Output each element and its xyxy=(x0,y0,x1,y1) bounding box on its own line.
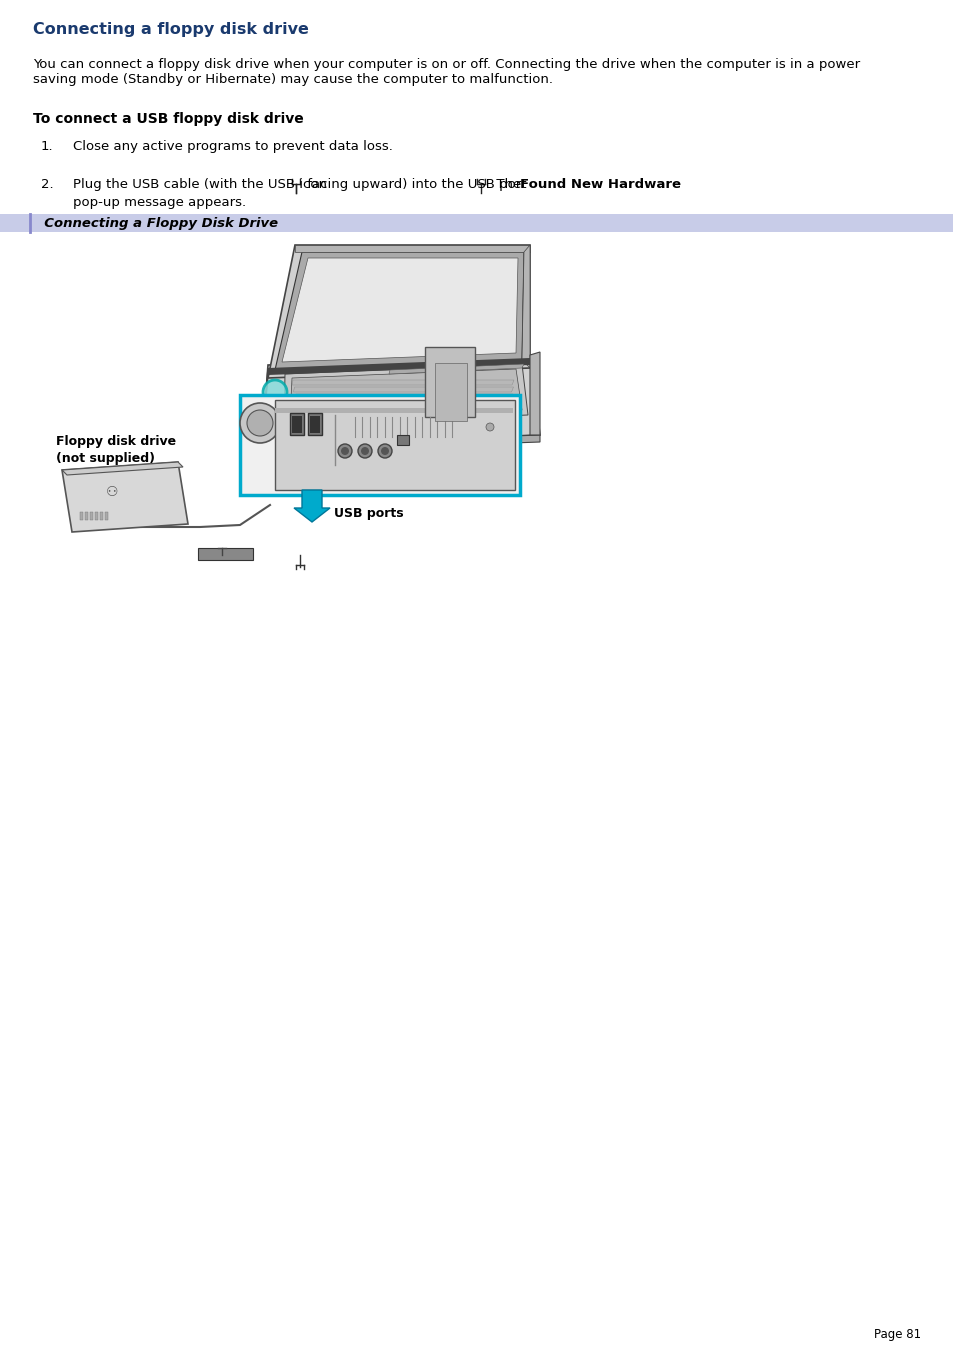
Bar xyxy=(90,512,92,520)
Polygon shape xyxy=(62,462,183,476)
Bar xyxy=(85,512,88,520)
Text: Page 81: Page 81 xyxy=(873,1328,920,1342)
Bar xyxy=(274,408,513,413)
Bar xyxy=(274,400,515,490)
Polygon shape xyxy=(240,403,319,430)
Bar xyxy=(310,416,319,434)
Text: You can connect a floppy disk drive when your computer is on or off. Connecting : You can connect a floppy disk drive when… xyxy=(33,58,860,72)
Polygon shape xyxy=(282,258,517,362)
Text: 1.: 1. xyxy=(41,141,53,153)
Text: pop-up message appears.: pop-up message appears. xyxy=(73,196,246,209)
Text: Floppy disk drive
(not supplied): Floppy disk drive (not supplied) xyxy=(56,435,176,465)
Text: USB ports: USB ports xyxy=(334,508,403,520)
Polygon shape xyxy=(296,401,512,407)
Text: saving mode (Standby or Hibernate) may cause the computer to malfunction.: saving mode (Standby or Hibernate) may c… xyxy=(33,73,553,86)
Polygon shape xyxy=(268,245,530,378)
Bar xyxy=(95,512,98,520)
Bar xyxy=(292,416,302,434)
Text: 2.: 2. xyxy=(41,178,53,190)
Bar xyxy=(0,213,953,232)
Bar xyxy=(105,512,108,520)
Polygon shape xyxy=(389,363,523,374)
Bar xyxy=(424,347,475,417)
Polygon shape xyxy=(294,386,513,392)
Polygon shape xyxy=(294,245,530,253)
Circle shape xyxy=(360,447,369,455)
Text: Close any active programs to prevent data loss.: Close any active programs to prevent dat… xyxy=(73,141,393,153)
Polygon shape xyxy=(521,245,530,367)
Polygon shape xyxy=(262,435,539,453)
Text: ⚇: ⚇ xyxy=(106,485,118,499)
Bar xyxy=(240,394,519,494)
Polygon shape xyxy=(297,408,512,413)
Bar xyxy=(100,512,103,520)
Bar xyxy=(80,512,83,520)
Circle shape xyxy=(380,447,389,455)
Circle shape xyxy=(485,423,494,431)
Circle shape xyxy=(337,444,352,458)
Polygon shape xyxy=(294,394,513,399)
Bar xyxy=(308,413,322,435)
Polygon shape xyxy=(292,380,514,385)
Circle shape xyxy=(240,403,280,443)
Polygon shape xyxy=(530,353,539,435)
Polygon shape xyxy=(262,355,539,444)
Polygon shape xyxy=(262,367,268,444)
Bar xyxy=(290,413,304,435)
Circle shape xyxy=(263,380,287,404)
Polygon shape xyxy=(268,358,530,376)
Polygon shape xyxy=(62,462,188,532)
Text: facing upward) into the USB port: facing upward) into the USB port xyxy=(303,178,530,190)
Circle shape xyxy=(247,409,273,436)
Bar xyxy=(396,435,409,444)
Text: Plug the USB cable (with the USB icon: Plug the USB cable (with the USB icon xyxy=(73,178,331,190)
Polygon shape xyxy=(274,253,523,370)
Text: Found New Hardware: Found New Hardware xyxy=(519,178,680,190)
Text: . The: . The xyxy=(488,178,525,190)
Text: Connecting a floppy disk drive: Connecting a floppy disk drive xyxy=(33,22,309,36)
Text: Connecting a Floppy Disk Drive: Connecting a Floppy Disk Drive xyxy=(35,216,278,230)
Bar xyxy=(198,549,253,561)
Polygon shape xyxy=(370,411,456,432)
Circle shape xyxy=(377,444,392,458)
Polygon shape xyxy=(290,369,521,419)
Polygon shape xyxy=(294,490,330,521)
Circle shape xyxy=(340,447,349,455)
Text: To connect a USB floppy disk drive: To connect a USB floppy disk drive xyxy=(33,112,303,126)
Polygon shape xyxy=(284,363,527,426)
Circle shape xyxy=(357,444,372,458)
Bar xyxy=(435,363,467,422)
